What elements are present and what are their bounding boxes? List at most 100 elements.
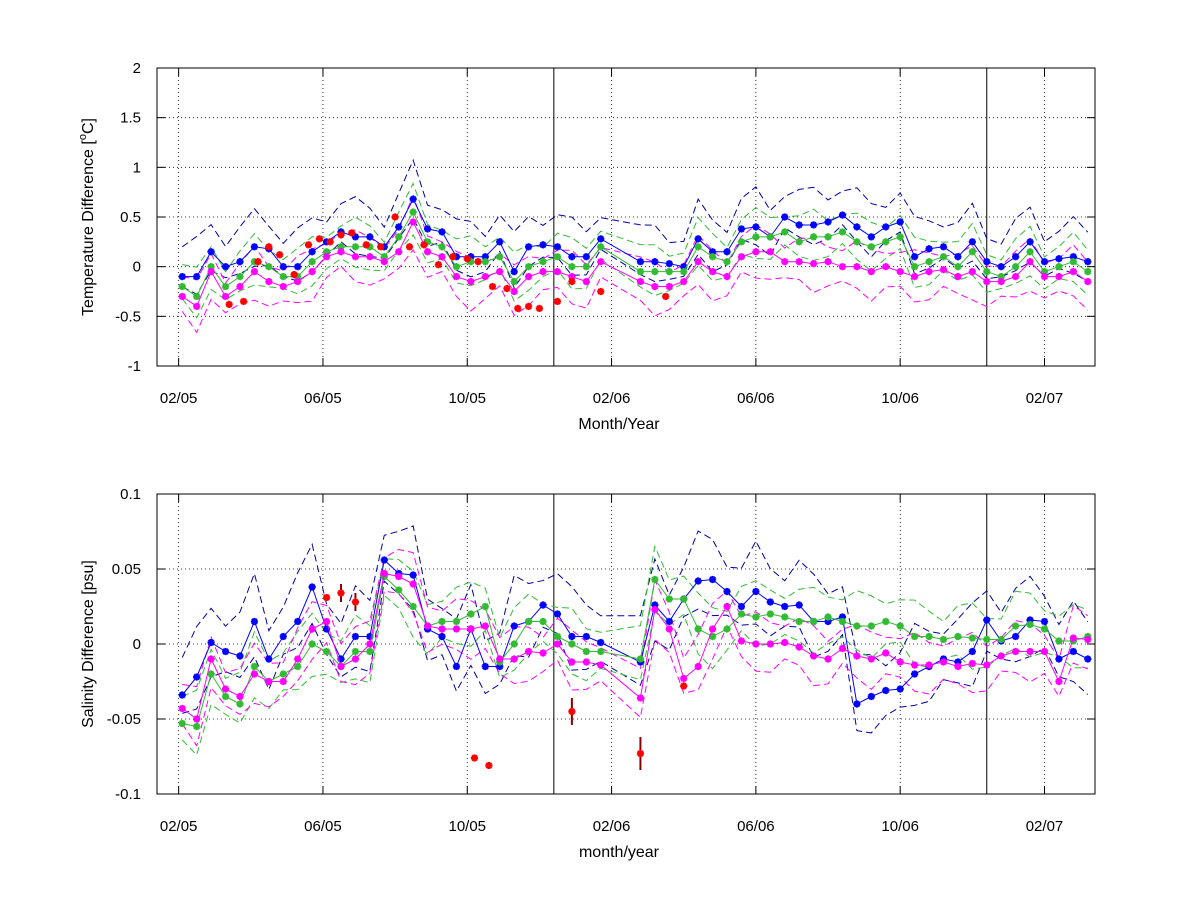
magenta-series-point xyxy=(1040,647,1049,656)
green-series-point xyxy=(824,613,832,621)
blue-series-point xyxy=(737,602,746,611)
magenta-series-point xyxy=(997,277,1005,286)
magenta-series-point xyxy=(853,263,861,271)
observation-point xyxy=(568,707,576,716)
magenta-series-point xyxy=(1069,268,1077,276)
green-series-point xyxy=(680,595,688,603)
magenta-series-point xyxy=(510,287,518,296)
magenta-series-point xyxy=(207,655,215,663)
green-series-point xyxy=(452,617,461,626)
y-tick-label: 1 xyxy=(133,159,141,176)
magenta-series-point xyxy=(438,625,446,633)
green-series-point xyxy=(510,640,518,648)
green-series-point xyxy=(380,253,388,261)
magenta-series-point xyxy=(911,661,919,669)
blue-series-point xyxy=(380,556,388,564)
green-series-point xyxy=(636,268,645,276)
observation-point xyxy=(362,241,370,249)
green-series-point xyxy=(1026,248,1034,256)
blue-series-point xyxy=(983,258,991,266)
darkblue-lower-dashed-line xyxy=(182,580,1089,734)
green-series-line xyxy=(182,575,1088,728)
green-series-point xyxy=(568,263,576,271)
magenta-series-point xyxy=(524,647,533,656)
green-series-point xyxy=(265,263,273,271)
blue-series-point xyxy=(795,601,803,609)
blue-series-point xyxy=(968,238,976,246)
magenta-series-point xyxy=(723,273,731,281)
magenta-series-point xyxy=(178,292,186,301)
magenta-series-point xyxy=(221,292,230,301)
magenta-series-point xyxy=(1084,277,1092,286)
observation-point xyxy=(463,255,471,263)
green-series-point xyxy=(322,647,331,656)
magenta-series-point xyxy=(597,661,605,669)
green-series-point xyxy=(781,228,789,236)
blue-series-point xyxy=(250,617,259,626)
green-series-point xyxy=(766,610,774,618)
green-series-point xyxy=(467,610,475,618)
green-series-point xyxy=(882,238,890,246)
observation-point xyxy=(351,598,360,606)
green-series-point xyxy=(983,635,991,644)
observation-point xyxy=(265,243,273,251)
magenta-series-point xyxy=(737,253,746,261)
magenta-series-point xyxy=(510,655,518,663)
green-series-point xyxy=(838,228,847,236)
green-series-point xyxy=(737,238,746,246)
observation-point xyxy=(348,229,356,237)
blue-series-point xyxy=(438,632,446,641)
blue-series-point xyxy=(553,610,562,618)
magenta-series-point xyxy=(337,662,345,671)
magenta-series-point xyxy=(694,662,702,671)
blue-series-point xyxy=(810,221,818,229)
magenta-series-point xyxy=(781,258,789,266)
green-series-point xyxy=(665,268,673,276)
observation-point xyxy=(434,261,442,269)
blue-series-point xyxy=(752,587,760,596)
green-series-point xyxy=(193,722,201,731)
blue-series-point xyxy=(510,622,518,630)
blue-series-point xyxy=(867,233,875,241)
y-axis-title: Temperature Difference [oC] xyxy=(77,118,97,316)
blue-series-point xyxy=(853,700,861,708)
green-upper-dashed-line xyxy=(182,182,1089,273)
green-series-point xyxy=(1055,637,1063,645)
green-series-point xyxy=(539,258,547,266)
blue-series-point xyxy=(1012,253,1020,261)
magenta-series-point xyxy=(810,260,818,268)
magenta-series-point xyxy=(636,694,645,702)
green-series-point xyxy=(481,258,489,266)
magenta-series-point xyxy=(438,253,446,261)
green-series-point xyxy=(810,233,818,241)
blue-series-point xyxy=(766,598,774,606)
blue-series-point xyxy=(524,243,533,251)
green-series-point xyxy=(582,647,590,656)
y-tick-label: -1 xyxy=(128,358,141,375)
green-series-point xyxy=(438,243,446,251)
blue-series-point xyxy=(708,575,717,584)
green-series-point xyxy=(723,258,731,266)
darkblue-upper-dashed-line xyxy=(181,158,1089,248)
darkblue-lower-dashed-line xyxy=(182,217,1089,295)
green-lower-dashed-line xyxy=(181,234,1089,319)
blue-series-point xyxy=(1055,255,1063,263)
green-series-point xyxy=(983,268,991,276)
green-series-point xyxy=(395,586,403,594)
blue-series-point xyxy=(221,647,230,656)
magenta-series-point xyxy=(766,248,774,256)
y-tick-label: 1.5 xyxy=(120,110,141,127)
magenta-series-point xyxy=(380,569,388,578)
magenta-series-point xyxy=(968,659,976,668)
magenta-series-point xyxy=(221,685,230,693)
blue-series-point xyxy=(496,238,504,246)
observation-point xyxy=(326,238,334,246)
magenta-series-point xyxy=(452,273,461,281)
blue-series-point xyxy=(409,195,417,203)
blue-series-point xyxy=(1026,238,1034,246)
green-series-point xyxy=(939,635,948,644)
magenta-series-point xyxy=(1012,647,1020,656)
x-tick-label: 10/06 xyxy=(881,390,919,407)
magenta-series-point xyxy=(882,649,890,657)
green-series-point xyxy=(294,662,302,671)
